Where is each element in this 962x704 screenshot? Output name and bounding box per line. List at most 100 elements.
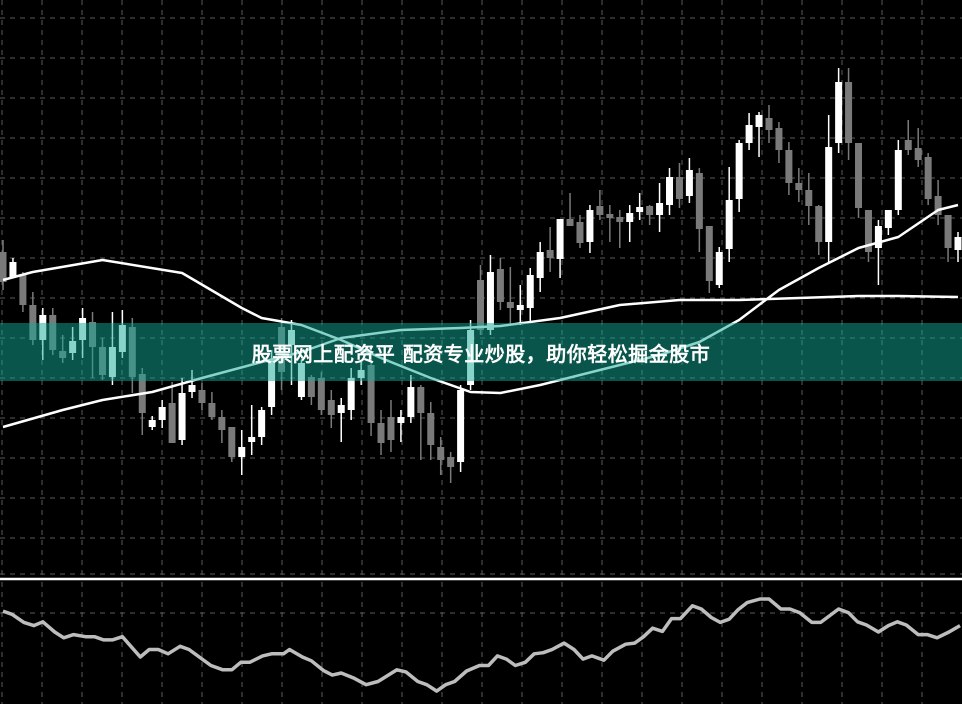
candle-body: [29, 305, 37, 340]
promo-banner: 股票网上配资平 配资专业炒股，助你轻松掘金股市: [0, 323, 962, 381]
candle-body: [675, 177, 683, 199]
candle-up: [148, 416, 156, 430]
candle-down: [646, 205, 654, 225]
candle-down: [944, 215, 952, 262]
candle-down: [576, 215, 584, 248]
candle-down: [705, 226, 713, 293]
candle-up: [536, 242, 544, 292]
candle-body: [864, 210, 872, 252]
candle-body: [616, 217, 624, 222]
candle-body: [516, 305, 524, 310]
candle-up: [894, 140, 902, 215]
candle-up: [258, 407, 266, 445]
moving-average-line-1: [2, 203, 959, 395]
candle-up: [884, 210, 892, 235]
banner-text: 股票网上配资平 配资专业炒股，助你轻松掘金股市: [251, 341, 711, 366]
candle-body: [685, 170, 693, 196]
candle-down: [845, 68, 853, 160]
candle-down: [904, 120, 912, 155]
candle-body: [337, 405, 345, 413]
candle-body: [536, 252, 544, 278]
candle-down: [914, 128, 922, 167]
candle-down: [417, 385, 425, 460]
candle-up: [486, 255, 494, 335]
candle-body: [9, 262, 17, 277]
candle-down: [496, 258, 504, 310]
candle-body: [486, 272, 494, 330]
candle-body: [556, 219, 564, 259]
candle-body: [566, 219, 574, 226]
candle-body: [795, 183, 803, 190]
candle-down: [815, 205, 823, 255]
candle-up: [337, 398, 345, 442]
candle-body: [855, 143, 863, 208]
candle-body: [387, 417, 395, 440]
candle-down: [924, 153, 932, 205]
candle-up: [457, 385, 465, 472]
candle-up: [745, 113, 753, 150]
candle-body: [656, 203, 664, 215]
candlestick-series: [0, 68, 962, 483]
candle-up: [954, 232, 962, 262]
candle-up: [715, 247, 723, 288]
candle-body: [526, 275, 534, 308]
candle-body: [874, 226, 882, 248]
candle-body: [268, 360, 276, 407]
candle-down: [695, 168, 703, 252]
candle-body: [477, 280, 484, 330]
candle-down: [437, 437, 445, 475]
candle-body: [695, 173, 703, 229]
candle-body: [546, 250, 554, 258]
candle-down: [327, 390, 335, 428]
candle-body: [407, 387, 415, 417]
candle-down: [377, 410, 385, 455]
candle-body: [437, 447, 445, 460]
candle-body: [218, 417, 226, 430]
candle-body: [805, 190, 813, 206]
candle-body: [745, 125, 753, 143]
candle-body: [427, 413, 435, 445]
candle-body: [636, 207, 644, 212]
candle-body: [198, 390, 206, 403]
candle-down: [606, 205, 614, 242]
candle-body: [715, 252, 723, 285]
candle-body: [755, 115, 763, 127]
candle-up: [158, 400, 166, 428]
candle-down: [765, 105, 773, 143]
oscillator-panel: [2, 597, 961, 693]
candle-down: [0, 240, 7, 290]
candle-body: [606, 214, 614, 218]
candle-body: [666, 177, 674, 205]
candle-up: [825, 115, 833, 262]
candle-up: [685, 158, 693, 203]
candle-up: [755, 112, 763, 157]
candle-body: [417, 387, 425, 413]
candle-down: [675, 163, 683, 208]
candle-up: [656, 183, 664, 232]
candle-up: [586, 205, 594, 253]
candle-body: [208, 403, 216, 417]
candle-body: [626, 213, 634, 222]
candle-up: [735, 140, 743, 212]
candle-body: [506, 302, 514, 308]
candle-body: [775, 128, 783, 150]
candle-body: [238, 447, 246, 457]
candle-body: [924, 157, 932, 199]
candle-body: [0, 252, 7, 282]
candle-body: [397, 417, 405, 423]
candle-body: [894, 150, 902, 210]
candle-up: [666, 168, 674, 215]
candle-down: [546, 227, 554, 272]
candle-down: [387, 400, 395, 452]
candle-down: [855, 143, 863, 218]
candle-up: [626, 205, 634, 242]
candle-body: [496, 269, 504, 302]
candle-body: [735, 143, 743, 199]
candle-body: [168, 403, 176, 443]
candle-body: [228, 427, 236, 457]
candle-body: [765, 118, 773, 130]
candle-down: [168, 382, 176, 443]
candle-body: [347, 378, 355, 410]
candle-up: [238, 430, 246, 475]
